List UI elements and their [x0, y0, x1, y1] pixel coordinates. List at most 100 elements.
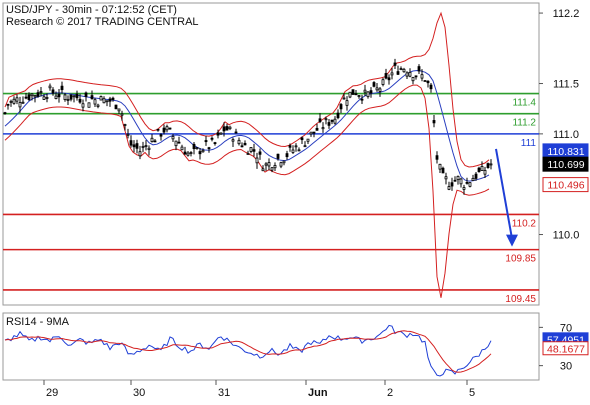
price-tick-label-0: 112.2 — [553, 8, 580, 20]
candle-body — [21, 101, 25, 104]
candle-body — [66, 99, 70, 101]
candle-body — [264, 163, 268, 166]
level-label-1: 111.2 — [512, 118, 536, 129]
candle-body — [489, 163, 493, 166]
candle-body — [285, 153, 289, 158]
candle-body — [486, 163, 490, 169]
candle-body — [99, 96, 103, 101]
candle-body — [375, 87, 379, 91]
candle-body — [147, 147, 151, 150]
candle-body — [462, 187, 466, 190]
candle-body — [231, 139, 235, 142]
level-label-4: 109.85 — [505, 254, 536, 265]
candle-body — [405, 72, 409, 77]
candle-body — [18, 102, 22, 108]
price-box-label-1: 110.699 — [547, 159, 584, 171]
candle-body — [444, 176, 448, 180]
rsi-line — [4, 324, 492, 377]
price-box-label-0: 110.831 — [547, 146, 584, 158]
price-box-1 — [542, 156, 589, 172]
candle-body — [183, 151, 187, 155]
candle-body — [93, 99, 97, 105]
candle-body — [225, 126, 229, 131]
candle-body — [426, 80, 430, 84]
candle-body — [12, 98, 16, 104]
candle-body — [453, 179, 457, 182]
candle-body — [222, 126, 226, 132]
candle-body — [447, 186, 451, 190]
level-label-0: 111.4 — [512, 98, 536, 109]
candle-body — [129, 140, 133, 146]
candle-body — [6, 103, 10, 106]
candle-body — [363, 89, 367, 93]
candle-body — [369, 90, 373, 94]
rsi-layer — [4, 324, 492, 377]
candle-body — [204, 140, 208, 143]
candle-body — [474, 173, 478, 179]
candle-body — [51, 89, 55, 94]
candle-body — [270, 167, 274, 171]
candle-body — [318, 118, 322, 123]
candle-body — [123, 124, 127, 126]
candle-body — [27, 94, 31, 100]
candle-body — [165, 126, 169, 131]
rsi-tick-label-0: 70 — [560, 322, 572, 334]
candle-body — [144, 145, 148, 147]
candle-body — [132, 144, 136, 148]
candle-body — [336, 112, 340, 119]
candle-body — [87, 102, 91, 108]
candle-body — [306, 138, 310, 142]
candle-body — [471, 177, 475, 181]
candle-body — [63, 94, 67, 100]
candle-body — [450, 182, 454, 187]
chart-subtitle: Research © 2017 TRADING CENTRAL — [6, 16, 199, 28]
candle-body — [291, 149, 295, 153]
candle-body — [54, 95, 58, 99]
price-tick-label-2: 111.0 — [553, 129, 579, 141]
candle-body — [420, 74, 424, 79]
candle-body — [480, 166, 484, 171]
candle-body — [429, 84, 433, 90]
candle-body — [84, 92, 88, 97]
candle-body — [189, 152, 193, 154]
candle-body — [114, 104, 118, 110]
x-tick-label-1: 30 — [133, 387, 145, 399]
candle-body — [309, 131, 313, 135]
candle-body — [348, 91, 352, 98]
candle-body — [276, 153, 280, 159]
x-tick-label-2: 31 — [218, 387, 230, 399]
candle-body — [126, 133, 130, 136]
rsi-box-label-1: 48.1677 — [547, 343, 585, 355]
candle-body — [153, 140, 157, 143]
candle-body — [72, 95, 76, 98]
candle-body — [96, 104, 100, 107]
candle-body — [342, 97, 346, 100]
price-tick-label-1: 111.5 — [553, 79, 579, 91]
candle-body — [186, 152, 190, 156]
candle-body — [192, 143, 196, 150]
candle-body — [246, 153, 250, 155]
candle-body — [387, 77, 391, 81]
candle-body — [111, 97, 115, 100]
candle-body — [339, 104, 343, 110]
candle-body — [384, 73, 388, 79]
candle-body — [402, 68, 406, 73]
candle-body — [177, 141, 181, 144]
candle-body — [213, 142, 217, 145]
candle-body — [393, 62, 397, 66]
candle-body — [201, 149, 205, 153]
candle-body — [315, 127, 319, 131]
candle-body — [36, 92, 40, 97]
candle-body — [228, 126, 232, 130]
candle-body — [441, 167, 445, 174]
candle-body — [354, 93, 358, 96]
candle-body — [174, 140, 178, 147]
candle-body — [198, 151, 202, 155]
candle-body — [81, 103, 85, 108]
rsi-panel-frame — [2, 312, 540, 381]
candle-body — [258, 151, 262, 155]
x-tick-label-0: 29 — [46, 387, 58, 399]
candle-body — [90, 95, 94, 100]
